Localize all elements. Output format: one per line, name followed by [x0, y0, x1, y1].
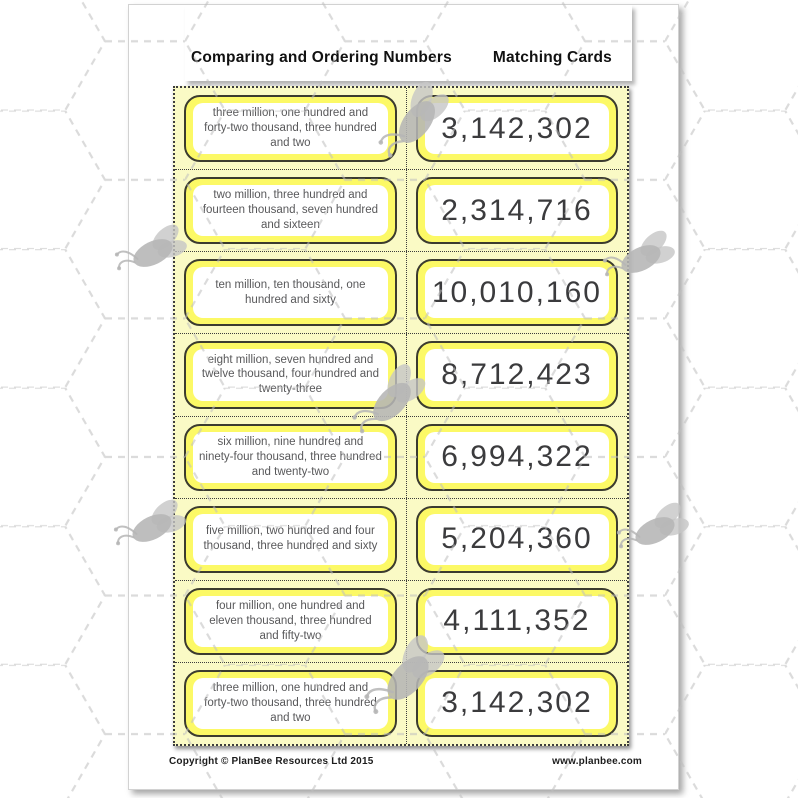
page-title: Comparing and Ordering Numbers — [191, 49, 452, 66]
word-card-text: eight million, seven hundred and twelve … — [201, 353, 379, 396]
word-card-cell: four million, one hundred and eleven tho… — [175, 580, 407, 662]
number-card-cell: 10,010,160 — [407, 252, 627, 333]
card-row: ten million, ten thousand, one hundred a… — [175, 252, 627, 335]
word-card-cell: eight million, seven hundred and twelve … — [175, 334, 407, 416]
card-row: eight million, seven hundred and twelve … — [175, 334, 627, 417]
card-row: two million, three hundred and fourteen … — [175, 170, 627, 253]
card-row: four million, one hundred and eleven tho… — [175, 580, 627, 663]
number-card-value: 4,111,352 — [443, 604, 591, 638]
page-subtitle: Matching Cards — [492, 49, 612, 66]
word-card: five million, two hundred and four thous… — [184, 505, 397, 573]
word-card: three million, one hundred and forty-two… — [184, 95, 397, 163]
word-card-text: ten million, ten thousand, one hundred a… — [215, 278, 366, 306]
number-card-value: 3,142,302 — [441, 686, 593, 720]
word-card-cell: three million, one hundred and forty-two… — [175, 662, 407, 744]
worksheet-page: Comparing and Ordering Numbers Matching … — [128, 4, 679, 790]
number-card-value: 3,142,302 — [441, 111, 593, 145]
number-card-value: 6,994,322 — [441, 440, 593, 474]
word-card: three million, one hundred and forty-two… — [184, 669, 397, 737]
number-card: 4,111,352 — [415, 587, 618, 655]
word-card-text: six million, nine hundred and ninety-fou… — [199, 435, 382, 478]
word-card: four million, one hundred and eleven tho… — [184, 587, 397, 655]
number-card-value: 8,712,423 — [441, 357, 593, 391]
card-row: three million, one hundred and forty-two… — [175, 88, 627, 171]
number-card: 3,142,302 — [415, 95, 618, 163]
number-card-cell: 3,142,302 — [407, 88, 627, 169]
word-card-cell: five million, two hundred and four thous… — [175, 498, 407, 580]
number-card: 2,314,716 — [415, 177, 618, 245]
matching-cards-sheet: three million, one hundred and forty-two… — [173, 86, 629, 746]
word-card: ten million, ten thousand, one hundred a… — [184, 259, 397, 327]
number-card-value: 2,314,716 — [441, 193, 593, 227]
number-card-cell: 4,111,352 — [407, 581, 627, 662]
word-card-text: four million, one hundred and eleven tho… — [209, 599, 372, 642]
number-card-value: 5,204,360 — [441, 522, 593, 556]
word-card-cell: ten million, ten thousand, one hundred a… — [175, 252, 407, 334]
word-card-cell: two million, three hundred and fourteen … — [175, 170, 407, 252]
number-card: 5,204,360 — [415, 505, 618, 573]
number-card-cell: 3,142,302 — [407, 663, 627, 744]
page-footer: Copyright © PlanBee Resources Ltd 2015 w… — [169, 756, 642, 767]
number-card: 3,142,302 — [415, 669, 618, 737]
word-card: eight million, seven hundred and twelve … — [184, 341, 397, 409]
number-card-cell: 6,994,322 — [407, 417, 627, 498]
copyright-text: Copyright © PlanBee Resources Ltd 2015 — [169, 756, 374, 767]
page-header: Comparing and Ordering Numbers Matching … — [185, 5, 632, 81]
number-card-cell: 5,204,360 — [407, 499, 627, 580]
number-card: 6,994,322 — [415, 423, 618, 491]
word-card-text: three million, one hundred and forty-two… — [204, 107, 377, 150]
word-card-text: three million, one hundred and forty-two… — [204, 682, 377, 724]
word-card-cell: three million, one hundred and forty-two… — [175, 88, 407, 170]
word-card-text: two million, three hundred and fourteen … — [202, 189, 379, 232]
card-row: three million, one hundred and forty-two… — [175, 662, 627, 744]
number-card-cell: 2,314,716 — [407, 170, 627, 251]
card-row: five million, two hundred and four thous… — [175, 498, 627, 581]
number-card: 10,010,160 — [415, 259, 618, 327]
word-card: six million, nine hundred and ninety-fou… — [184, 423, 397, 491]
word-card-text: five million, two hundred and four thous… — [203, 525, 378, 553]
number-card-cell: 8,712,423 — [407, 334, 627, 415]
card-row: six million, nine hundred and ninety-fou… — [175, 416, 627, 499]
word-card: two million, three hundred and fourteen … — [184, 177, 397, 245]
number-card: 8,712,423 — [415, 341, 618, 409]
number-card-value: 10,010,160 — [431, 275, 602, 309]
website-text: www.planbee.com — [552, 756, 642, 767]
word-card-cell: six million, nine hundred and ninety-fou… — [175, 416, 407, 498]
